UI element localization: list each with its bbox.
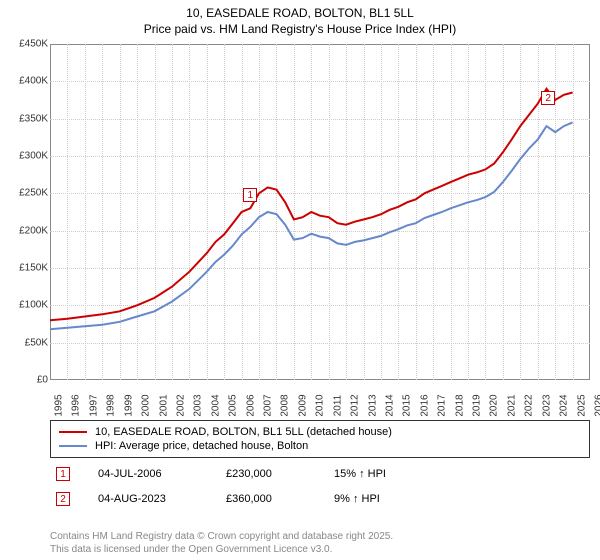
- x-tick-label: 2016: [419, 394, 430, 416]
- chart-title: 10, EASEDALE ROAD, BOLTON, BL1 5LL Price…: [0, 0, 600, 37]
- x-tick-label: 2018: [454, 394, 465, 416]
- series-line: [50, 122, 573, 329]
- x-tick-label: 1997: [88, 394, 99, 416]
- annotation-row-2: 2 04-AUG-2023 £360,000 9% ↑ HPI: [50, 492, 590, 506]
- title-subtitle: Price paid vs. HM Land Registry's House …: [0, 22, 600, 38]
- x-tick-label: 2001: [158, 394, 169, 416]
- annotation-pct-1: 15% ↑ HPI: [334, 468, 386, 480]
- y-tick-label: £400K: [4, 76, 48, 87]
- footer-attribution: Contains HM Land Registry data © Crown c…: [50, 530, 393, 556]
- chart-marker-1: 1: [243, 188, 257, 202]
- x-tick-label: 2025: [576, 394, 587, 416]
- footer-line-2: This data is licensed under the Open Gov…: [50, 543, 393, 556]
- y-tick-label: £350K: [4, 113, 48, 124]
- x-tick-label: 2002: [176, 394, 187, 416]
- x-tick-label: 2013: [367, 394, 378, 416]
- y-tick-label: £50K: [4, 337, 48, 348]
- x-tick-label: 2005: [228, 394, 239, 416]
- x-tick-label: 2003: [193, 394, 204, 416]
- line-chart-svg: [50, 44, 590, 380]
- legend-row-series1: 10, EASEDALE ROAD, BOLTON, BL1 5LL (deta…: [59, 425, 581, 439]
- legend-row-series2: HPI: Average price, detached house, Bolt…: [59, 439, 581, 453]
- annotation-row-1: 1 04-JUL-2006 £230,000 15% ↑ HPI: [50, 467, 590, 481]
- y-tick-label: £300K: [4, 151, 48, 162]
- annotation-pct-2: 9% ↑ HPI: [334, 493, 380, 505]
- chart-marker-2: 2: [541, 91, 555, 105]
- x-tick-label: 2011: [332, 395, 343, 417]
- annotation-date-1: 04-JUL-2006: [98, 468, 198, 480]
- y-tick-label: £200K: [4, 225, 48, 236]
- x-tick-label: 2017: [437, 394, 448, 416]
- title-address: 10, EASEDALE ROAD, BOLTON, BL1 5LL: [0, 6, 600, 22]
- y-tick-label: £450K: [4, 39, 48, 50]
- footer-line-1: Contains HM Land Registry data © Crown c…: [50, 530, 393, 543]
- series-line: [50, 89, 573, 320]
- x-tick-label: 2007: [263, 394, 274, 416]
- x-tick-label: 2008: [280, 394, 291, 416]
- x-tick-label: 2019: [472, 394, 483, 416]
- x-tick-label: 2000: [141, 394, 152, 416]
- x-tick-label: 2006: [245, 394, 256, 416]
- x-tick-label: 2023: [541, 394, 552, 416]
- y-tick-label: £150K: [4, 263, 48, 274]
- annotation-price-1: £230,000: [226, 468, 306, 480]
- legend-swatch-1: [59, 431, 87, 433]
- annotation-marker-1: 1: [56, 467, 70, 481]
- annotation-date-2: 04-AUG-2023: [98, 493, 198, 505]
- annotation-price-2: £360,000: [226, 493, 306, 505]
- x-tick-label: 2014: [385, 394, 396, 416]
- legend-label-1: 10, EASEDALE ROAD, BOLTON, BL1 5LL (deta…: [95, 426, 392, 438]
- legend-swatch-2: [59, 445, 87, 447]
- legend-label-2: HPI: Average price, detached house, Bolt…: [95, 440, 308, 452]
- y-tick-label: £0: [4, 375, 48, 386]
- x-tick-label: 1998: [106, 394, 117, 416]
- x-tick-label: 2026: [594, 394, 600, 416]
- y-tick-label: £250K: [4, 188, 48, 199]
- x-tick-label: 2021: [507, 394, 518, 416]
- x-tick-label: 2009: [297, 394, 308, 416]
- annotation-marker-2: 2: [56, 492, 70, 506]
- x-tick-label: 2004: [210, 394, 221, 416]
- x-tick-label: 2022: [524, 394, 535, 416]
- x-tick-label: 1995: [54, 394, 65, 416]
- y-tick-label: £100K: [4, 300, 48, 311]
- x-tick-label: 2024: [559, 394, 570, 416]
- legend: 10, EASEDALE ROAD, BOLTON, BL1 5LL (deta…: [50, 420, 590, 458]
- x-tick-label: 1999: [123, 394, 134, 416]
- x-tick-label: 1996: [71, 394, 82, 416]
- x-tick-label: 2020: [489, 394, 500, 416]
- x-tick-label: 2010: [315, 394, 326, 416]
- x-tick-label: 2015: [402, 394, 413, 416]
- x-tick-label: 2012: [350, 394, 361, 416]
